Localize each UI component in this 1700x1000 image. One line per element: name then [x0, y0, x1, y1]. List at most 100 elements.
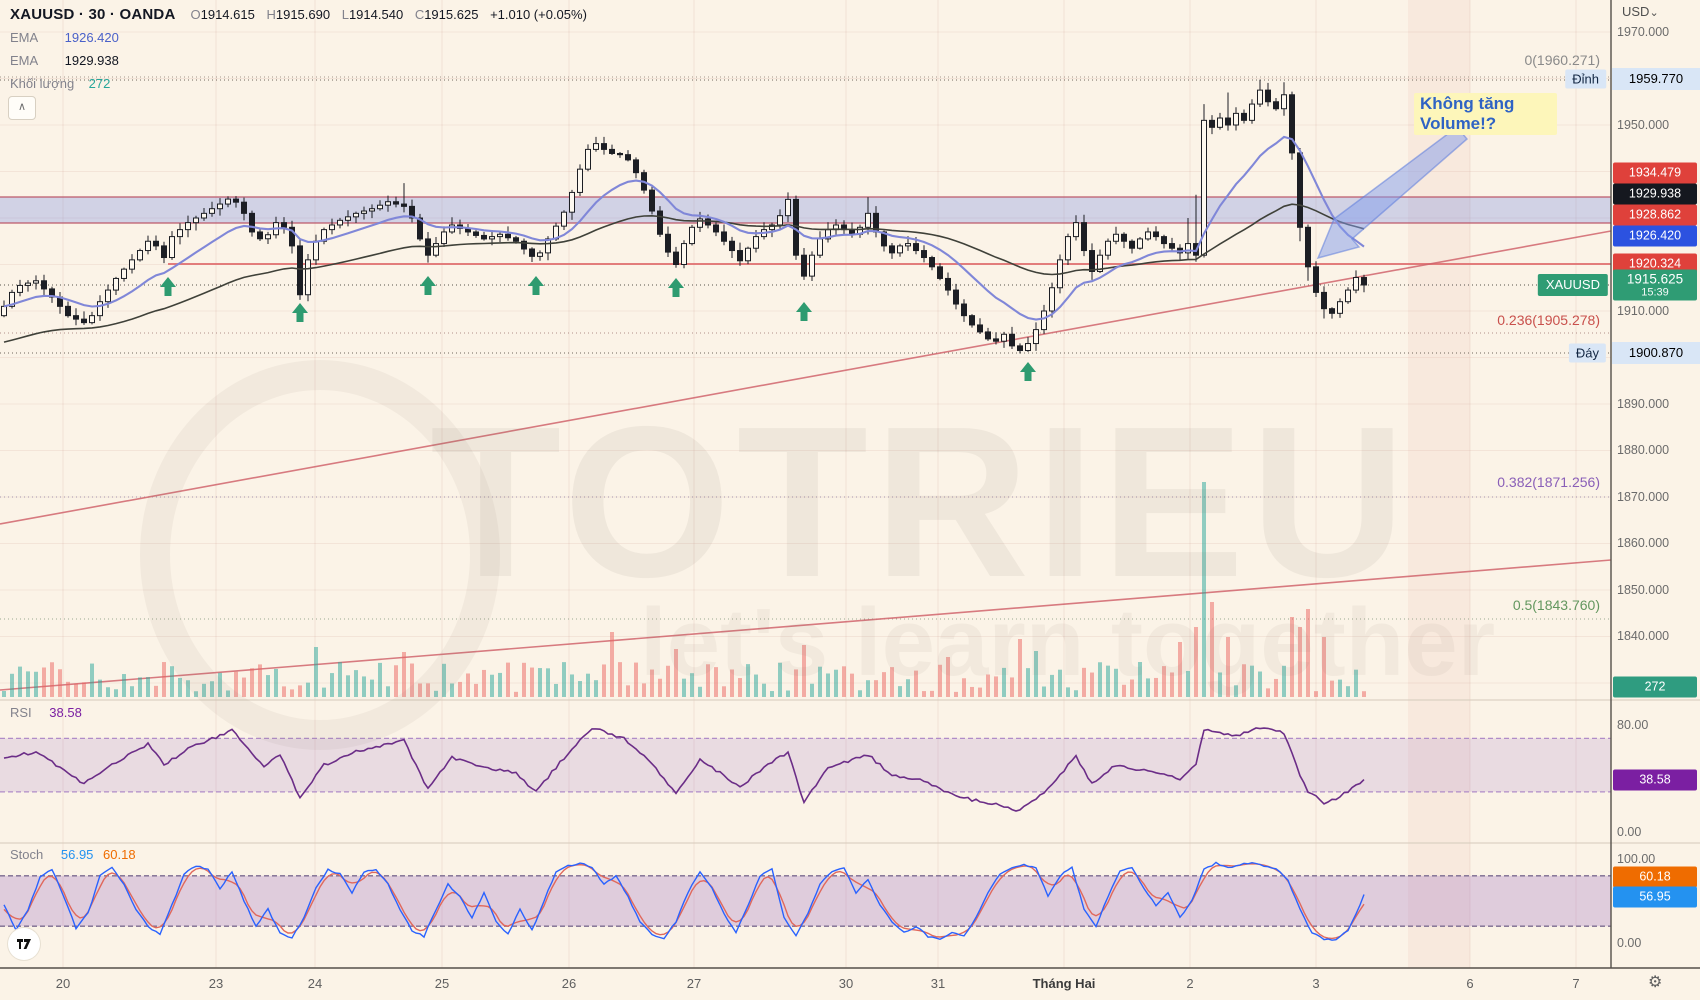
stoch-k-value: 56.95 [60, 847, 94, 862]
axis-tick-label: 80.00 [1617, 718, 1649, 732]
axis-tick-label: 1910.000 [1617, 304, 1670, 318]
ema2-value: 1929.938 [64, 53, 119, 68]
extreme-chip: Đỉnh [1565, 69, 1606, 89]
chevron-down-icon: ⌄ [1649, 7, 1659, 19]
axis-price-badge: 272 [1613, 676, 1697, 698]
ema2-label: EMA [10, 53, 39, 68]
ema1-label: EMA [10, 30, 39, 45]
price-levels [0, 196, 1612, 691]
gear-icon[interactable]: ⚙ [1648, 974, 1663, 991]
up-arrow-icon [668, 278, 684, 297]
annotation-arrow[interactable] [1316, 125, 1469, 260]
time-axis-label: 31 [930, 976, 946, 991]
stoch-k-line [3, 861, 1365, 941]
axis-price-badge: 1926.420 [1613, 225, 1697, 247]
ema1-legend[interactable]: EMA 1926.420 [10, 29, 119, 47]
ema1-value: 1926.420 [64, 30, 119, 45]
ohlc-readout: O1914.615 H1915.690 L1914.540 C1915.625 … [182, 7, 586, 22]
last-price-badge: 1915.625 15:39 [1613, 269, 1697, 301]
axis-tick-label: 0.00 [1617, 936, 1642, 950]
stoch-legend[interactable]: Stoch 56.95 60.18 [10, 847, 136, 862]
close-label: C [414, 7, 425, 22]
currency-label: USD [1622, 4, 1650, 19]
high-label: H [266, 7, 276, 22]
stoch-d-value: 60.18 [103, 847, 136, 862]
volume-value: 272 [88, 76, 111, 91]
annotation-text[interactable]: Không tăng Volume!? [1414, 93, 1557, 135]
gridlines [0, 0, 1611, 968]
time-axis-label: 6 [1466, 976, 1474, 991]
pane-frame [0, 0, 1700, 969]
up-arrow-icon [292, 303, 308, 322]
time-axis-label: 30 [838, 976, 854, 991]
buy-signal-arrows [160, 276, 1036, 381]
symbol-header: XAUUSD · 30 · OANDA O1914.615 H1915.690 … [10, 6, 587, 23]
up-arrow-icon [420, 276, 436, 295]
close-value: 1915.625 [424, 7, 479, 22]
time-axis-label: 26 [561, 976, 577, 991]
low-value: 1914.540 [348, 7, 404, 22]
ema2-legend[interactable]: EMA 1929.938 [10, 52, 119, 70]
extreme-axis-value: 1959.770 [1612, 68, 1700, 90]
time-axis-label: 20 [55, 976, 71, 991]
rsi-pane [0, 727, 1611, 812]
volume-histogram [2, 482, 1366, 697]
symbol-price-chip: XAUUSD [1537, 274, 1608, 296]
time-axis-label: 27 [686, 976, 702, 991]
ema-fast-line [3, 135, 1365, 321]
fib-level-label: 0.382(1871.256) [1497, 474, 1600, 490]
fib-level-label: 0.5(1843.760) [1512, 597, 1600, 613]
up-arrow-icon [528, 276, 544, 295]
volume-label: Khối lượng [10, 76, 75, 91]
time-axis-label: 2 [1186, 976, 1194, 991]
time-axis-label: Tháng Hai [1032, 976, 1096, 991]
axis-price-badge: 1920.324 [1613, 253, 1697, 275]
axis-price-badge: 56.95 [1613, 886, 1697, 908]
ema-lines [3, 135, 1365, 343]
open-value: 1914.615 [200, 7, 255, 22]
axis-tick-label: 1850.000 [1617, 583, 1670, 597]
axis-price-badge: 38.58 [1613, 769, 1697, 791]
axis-price-badge: 1928.862 [1613, 204, 1697, 226]
up-arrow-icon [796, 302, 812, 321]
currency-switcher[interactable]: USD⌄ [1622, 4, 1659, 19]
rsi-legend[interactable]: RSI 38.58 [10, 705, 82, 720]
time-axis-label: 23 [208, 976, 224, 991]
axis-price-badge: 1929.938 [1613, 183, 1697, 205]
axis-tick-label: 1840.000 [1617, 629, 1670, 643]
fib-level-label: 0.236(1905.278) [1497, 312, 1600, 328]
rsi-label: RSI [10, 705, 32, 720]
axis-tick-label: 1860.000 [1617, 536, 1670, 550]
axis-tick-label: 0.00 [1617, 825, 1642, 839]
stoch-pane [0, 861, 1611, 941]
axis-tick-label: 100.00 [1617, 852, 1656, 866]
tv-logo-glyph [17, 939, 31, 949]
collapse-legend-button[interactable]: ∧ [8, 96, 36, 120]
axis-price-badge: 60.18 [1613, 866, 1697, 888]
symbol-title[interactable]: XAUUSD · 30 · OANDA [10, 6, 176, 23]
high-value: 1915.690 [275, 7, 331, 22]
stoch-label: Stoch [10, 847, 44, 862]
axis-tick-label: 1970.000 [1617, 25, 1670, 39]
low-label: L [341, 7, 349, 22]
axis-tick-label: 1950.000 [1617, 118, 1670, 132]
extreme-chip: Đáy [1568, 343, 1606, 363]
axis-tick-label: 1890.000 [1617, 397, 1670, 411]
ema-slow-line [3, 203, 1365, 343]
axis-price-badge: 1934.479 [1613, 162, 1697, 184]
time-axis-label: 7 [1572, 976, 1580, 991]
extreme-axis-value: 1900.870 [1612, 342, 1700, 364]
rsi-line [3, 727, 1365, 812]
tradingview-logo[interactable] [8, 928, 40, 960]
rsi-value: 38.58 [49, 705, 82, 720]
time-axis-label: 3 [1312, 976, 1320, 991]
axis-tick-label: 1880.000 [1617, 443, 1670, 457]
time-axis-label: 25 [434, 976, 450, 991]
volume-legend[interactable]: Khối lượng 272 [10, 75, 110, 93]
open-label: O [190, 7, 201, 22]
up-arrow-icon [1020, 362, 1036, 381]
axis-tick-label: 1870.000 [1617, 490, 1670, 504]
fib-level-label: 0(1960.271) [1524, 52, 1600, 68]
